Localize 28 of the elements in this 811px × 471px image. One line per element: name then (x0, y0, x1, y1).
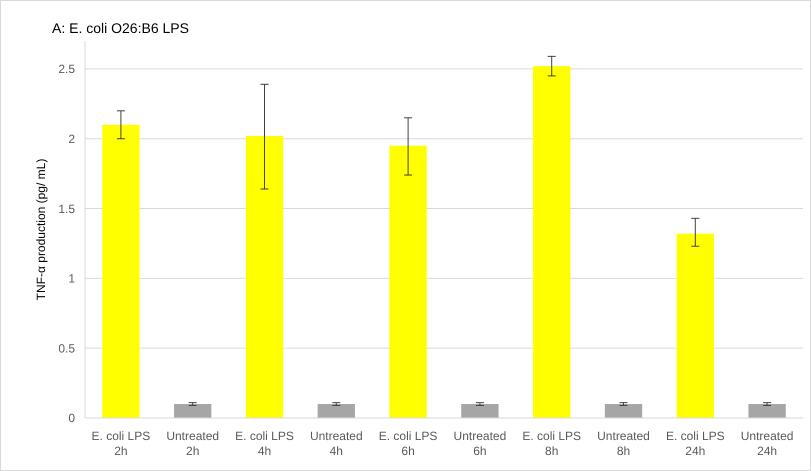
y-tick-label: 0 (68, 411, 76, 426)
bar (748, 404, 786, 418)
bar (246, 136, 284, 418)
x-tick-label: Untreated 2h (166, 429, 220, 458)
bar (102, 124, 140, 418)
bar (318, 404, 355, 418)
y-tick-label: 2 (68, 132, 76, 146)
y-tick-label: 1.5 (58, 202, 76, 216)
y-axis-title: TNF-α production (pg/ mL) (34, 158, 48, 300)
bar (461, 404, 499, 418)
x-tick-label: Untreated 8h (597, 429, 650, 458)
x-tick-label: E. coli LPS 6h (378, 429, 438, 458)
bar (676, 234, 714, 418)
x-tick-label: Untreated 4h (310, 429, 363, 458)
y-tick-label: 1 (68, 272, 76, 286)
x-tick-label: Untreated 24h (740, 429, 794, 458)
bar (604, 404, 642, 418)
y-tick-label: 2.5 (58, 62, 76, 76)
bar (174, 404, 212, 418)
x-tick-label: E. coli LPS 4h (235, 429, 294, 458)
x-tick-label: E. coli LPS 2h (92, 429, 150, 458)
chart-title: A: E. coli O26:B6 LPS (52, 20, 189, 36)
y-tick-label: 0.5 (58, 341, 76, 356)
bar (389, 146, 427, 418)
bar (533, 66, 570, 418)
x-tick-label: Untreated 6h (454, 429, 506, 458)
x-tick-label: E. coli LPS 8h (522, 429, 582, 458)
x-tick-label: E. coli LPS 24h (666, 429, 725, 458)
